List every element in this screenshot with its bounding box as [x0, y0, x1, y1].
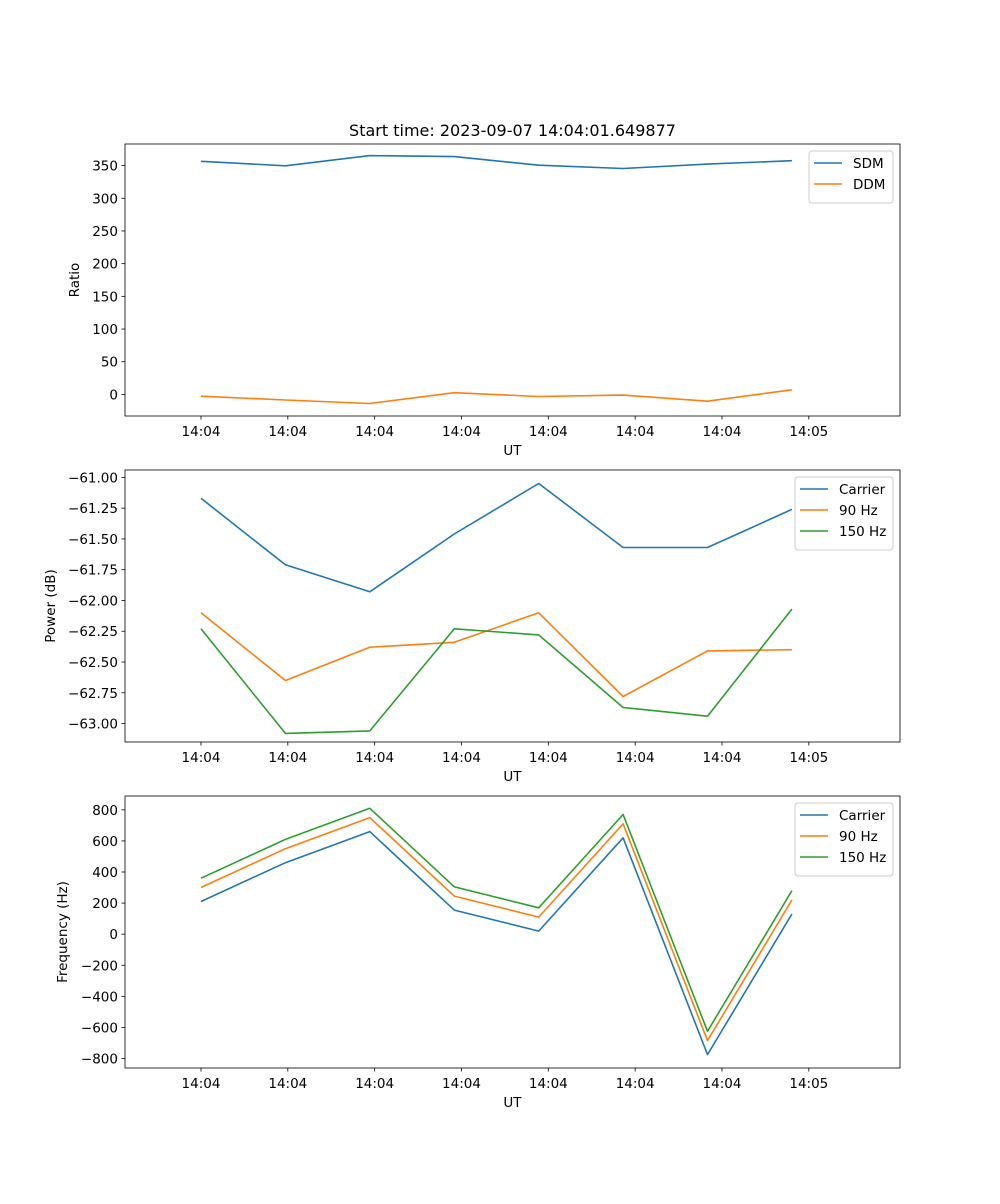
x-axis-label: UT: [503, 769, 522, 785]
x-tick-label: 14:04: [442, 750, 481, 766]
x-tick-label: 14:04: [703, 750, 742, 766]
y-tick-label: 300: [92, 191, 118, 207]
legend-label: Carrier: [839, 482, 886, 498]
y-tick-label: −62.75: [68, 686, 118, 702]
x-tick-label: 14:04: [182, 1076, 221, 1092]
y-tick-label: 350: [92, 159, 118, 175]
x-tick-label: 14:04: [268, 1076, 307, 1092]
y-tick-label: −400: [81, 989, 118, 1005]
y-tick-label: 0: [109, 387, 118, 403]
x-axis-label: UT: [503, 1095, 522, 1111]
x-tick-label: 14:04: [529, 424, 568, 440]
x-tick-label: 14:04: [616, 424, 655, 440]
x-tick-label: 14:04: [529, 1076, 568, 1092]
y-tick-label: −62.50: [68, 655, 118, 671]
x-tick-label: 14:04: [616, 750, 655, 766]
y-tick-label: 800: [92, 803, 118, 819]
x-tick-label: 14:04: [182, 750, 221, 766]
y-tick-label: 200: [92, 896, 118, 912]
y-tick-label: 600: [92, 834, 118, 850]
y-tick-label: −600: [81, 1020, 118, 1036]
y-tick-label: 150: [92, 289, 118, 305]
y-tick-label: −61.50: [68, 532, 118, 548]
x-axis-label: UT: [503, 443, 522, 459]
legend-label: 90 Hz: [839, 829, 878, 845]
y-tick-label: −63.00: [68, 717, 118, 733]
x-tick-label: 14:04: [703, 424, 742, 440]
x-tick-label: 14:04: [703, 1076, 742, 1092]
chart-title: Start time: 2023-09-07 14:04:01.649877: [349, 121, 676, 140]
legend: SDM DDM: [809, 151, 893, 203]
legend-label: Carrier: [839, 808, 886, 824]
x-tick-label: 14:04: [182, 424, 221, 440]
y-tick-label: 400: [92, 865, 118, 881]
legend-label: 150 Hz: [839, 850, 886, 866]
y-tick-label: −61.00: [68, 470, 118, 486]
legend-label: 90 Hz: [839, 503, 878, 519]
y-tick-label: 250: [92, 224, 118, 240]
x-tick-label: 14:04: [355, 424, 394, 440]
y-tick-label: −800: [81, 1052, 118, 1068]
x-tick-label: 14:04: [442, 424, 481, 440]
y-tick-label: 200: [92, 257, 118, 273]
legend-label: DDM: [853, 177, 885, 193]
y-tick-label: −62.00: [68, 593, 118, 609]
y-axis-label: Frequency (Hz): [55, 881, 71, 983]
x-tick-label: 14:05: [789, 1076, 828, 1092]
x-tick-label: 14:04: [355, 1076, 394, 1092]
x-tick-label: 14:05: [789, 750, 828, 766]
y-tick-label: 0: [109, 927, 118, 943]
legend: Carrier 90 Hz 150 Hz: [795, 803, 893, 876]
x-tick-label: 14:04: [616, 1076, 655, 1092]
legend-label: 150 Hz: [839, 524, 886, 540]
y-tick-label: 100: [92, 322, 118, 338]
x-tick-label: 14:04: [442, 1076, 481, 1092]
y-tick-label: −61.75: [68, 563, 118, 579]
y-tick-label: −62.25: [68, 624, 118, 640]
x-tick-label: 14:04: [355, 750, 394, 766]
y-axis-label: Ratio: [67, 263, 83, 298]
x-tick-label: 14:05: [789, 424, 828, 440]
legend-label: SDM: [853, 156, 884, 172]
x-tick-label: 14:04: [268, 424, 307, 440]
y-tick-label: −61.25: [68, 501, 118, 517]
y-tick-label: −200: [81, 958, 118, 974]
y-axis-label: Power (dB): [43, 569, 59, 642]
x-tick-label: 14:04: [268, 750, 307, 766]
y-tick-label: 50: [101, 355, 118, 371]
legend: Carrier 90 Hz 150 Hz: [795, 477, 893, 550]
x-tick-label: 14:04: [529, 750, 568, 766]
